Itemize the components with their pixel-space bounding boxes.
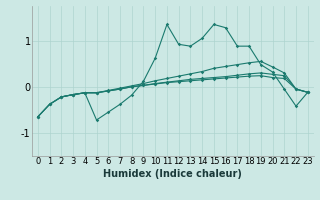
X-axis label: Humidex (Indice chaleur): Humidex (Indice chaleur) (103, 169, 242, 179)
